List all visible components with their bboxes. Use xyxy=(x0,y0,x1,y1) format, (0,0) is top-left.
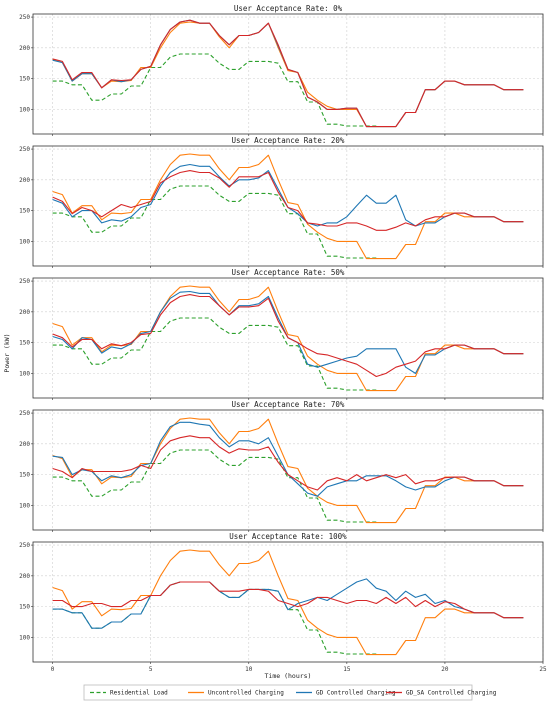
x-tick-label: 20 xyxy=(441,666,449,673)
series-gdsa-controlled-charging xyxy=(52,435,524,491)
legend-label: Residential Load xyxy=(110,690,168,697)
y-tick-label: 100 xyxy=(19,106,30,113)
x-tick-label: 0 xyxy=(51,666,55,673)
y-tick-label: 100 xyxy=(19,238,30,245)
axes-frame xyxy=(32,13,544,135)
y-tick-label: 100 xyxy=(19,370,30,377)
y-tick-label: 200 xyxy=(19,177,30,184)
axes-frame xyxy=(32,277,544,399)
series-uncontrolled-charging xyxy=(52,549,524,656)
series-gd-controlled-charging xyxy=(52,163,524,227)
subplot-title: User Acceptance Rate: 100% xyxy=(229,532,347,541)
subplots: User Acceptance Rate: 0%100150200250User… xyxy=(19,4,547,673)
axes-frame xyxy=(32,145,544,267)
series-residential-load xyxy=(52,53,377,127)
series-residential-load xyxy=(52,581,377,655)
subplot-title: User Acceptance Rate: 70% xyxy=(232,400,345,409)
series-gdsa-controlled-charging xyxy=(52,19,524,128)
series-gdsa-controlled-charging xyxy=(52,581,524,619)
subplot-5: User Acceptance Rate: 100% 100 150 200 250 0 5… xyxy=(19,532,547,673)
subplot-1: User Acceptance Rate: 0% 100 150 200 250 xyxy=(19,4,544,136)
series-gd-controlled-charging xyxy=(52,421,524,497)
x-tick-label: 5 xyxy=(149,666,153,673)
series-uncontrolled-charging xyxy=(52,285,524,392)
subplot-2: User Acceptance Rate: 20% 100 150 200 250 xyxy=(19,136,544,268)
y-tick-label: 150 xyxy=(19,472,30,479)
subplot-title: User Acceptance Rate: 20% xyxy=(232,136,345,145)
legend-frame xyxy=(83,684,473,701)
y-tick-label: 250 xyxy=(19,542,30,549)
y-tick-label: 200 xyxy=(19,441,30,448)
y-tick-label: 250 xyxy=(19,14,30,21)
axes-frame xyxy=(32,541,544,663)
legend-entries: Residential Load Uncontrolled Charging GD … xyxy=(90,690,497,697)
y-tick-label: 150 xyxy=(19,604,30,611)
x-tick-label: 15 xyxy=(343,666,351,673)
y-tick-label: 250 xyxy=(19,410,30,417)
legend: Residential Load Uncontrolled Charging GD … xyxy=(83,684,497,701)
y-tick-label: 200 xyxy=(19,309,30,316)
y-tick-label: 250 xyxy=(19,278,30,285)
legend-label: GD_SA Controlled Charging xyxy=(406,690,497,697)
y-tick-label: 150 xyxy=(19,340,30,347)
y-tick-label: 100 xyxy=(19,634,30,641)
subplot-3: User Acceptance Rate: 50% 100 150 200 250 xyxy=(19,268,544,400)
series-gd-controlled-charging xyxy=(52,19,524,128)
series-uncontrolled-charging xyxy=(52,417,524,524)
y-tick-label: 250 xyxy=(19,146,30,153)
series-residential-load xyxy=(52,317,377,391)
y-tick-label: 100 xyxy=(19,502,30,509)
axes-frame xyxy=(32,409,544,531)
series-uncontrolled-charging xyxy=(52,153,524,260)
series-gd-controlled-charging xyxy=(52,290,524,374)
y-tick-label: 200 xyxy=(19,45,30,52)
x-tick-label: 10 xyxy=(245,666,253,673)
series-residential-load xyxy=(52,185,377,259)
y-tick-label: 200 xyxy=(19,573,30,580)
series-gdsa-controlled-charging xyxy=(52,170,524,231)
y-tick-label: 150 xyxy=(19,76,30,83)
x-axis-label: Time (hours) xyxy=(265,672,312,680)
legend-label: Uncontrolled Charging xyxy=(208,690,284,697)
x-tick-label: 25 xyxy=(539,666,547,673)
subplot-title: User Acceptance Rate: 0% xyxy=(234,4,343,13)
y-axis-label: Power (kW) xyxy=(3,333,11,372)
series-uncontrolled-charging xyxy=(52,21,524,128)
subplot-title: User Acceptance Rate: 50% xyxy=(232,268,345,277)
legend-label: GD Controlled Charging xyxy=(316,690,396,697)
y-tick-label: 150 xyxy=(19,208,30,215)
series-residential-load xyxy=(52,449,377,523)
subplot-4: User Acceptance Rate: 70% 100 150 200 250 xyxy=(19,400,544,532)
series-gdsa-controlled-charging xyxy=(52,294,524,378)
series-gd-controlled-charging xyxy=(52,578,524,629)
